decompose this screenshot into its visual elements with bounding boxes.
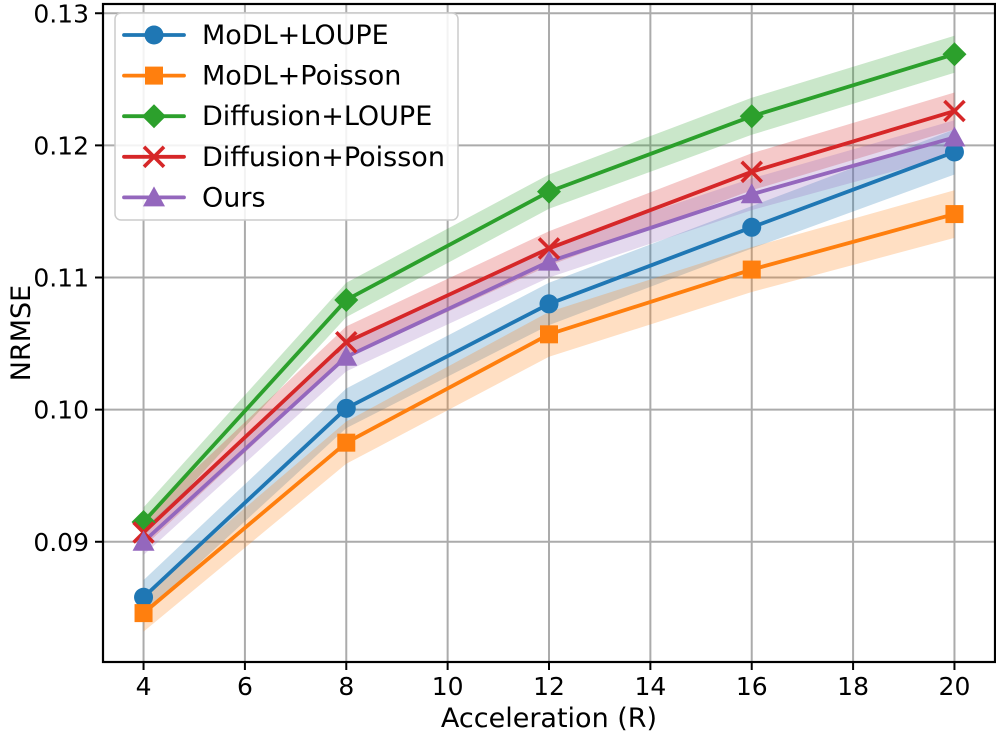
confidence-band xyxy=(143,35,955,537)
x-tick-label: 4 xyxy=(136,672,152,701)
x-tick-label: 10 xyxy=(432,672,464,701)
legend-label: MoDL+Poisson xyxy=(202,61,401,92)
y-axis: 0.09 0.10 0.11 0.12 0.13 xyxy=(33,0,103,557)
circle-marker-icon xyxy=(144,25,164,45)
square-marker-icon xyxy=(540,325,558,344)
x-marker-icon xyxy=(537,237,561,260)
diamond-marker-icon xyxy=(334,287,359,312)
x-tick-label: 12 xyxy=(533,672,565,701)
confidence-band xyxy=(143,92,955,548)
diamond-marker-icon xyxy=(739,104,764,129)
circle-marker-icon xyxy=(336,398,356,418)
x-tick-label: 18 xyxy=(837,672,869,701)
legend-entry: MoDL+Poisson xyxy=(122,61,401,92)
triangle-marker-icon xyxy=(335,345,358,366)
x-stroke xyxy=(334,330,358,354)
circle-marker-icon xyxy=(944,142,964,162)
triangle-marker-icon xyxy=(943,126,966,147)
x-axis-label: Acceleration (R) xyxy=(441,703,657,734)
legend-box xyxy=(114,12,459,221)
x-tick-label: 14 xyxy=(634,672,666,701)
legend: MoDL+LOUPE MoDL+Poisson Diffusion+LOUPE Dif… xyxy=(114,12,459,221)
legend-entry: Ours xyxy=(122,182,266,213)
y-tick-label: 0.10 xyxy=(33,396,89,425)
square-marker-icon xyxy=(945,205,964,224)
y-tick-label: 0.12 xyxy=(33,131,89,160)
square-marker-icon xyxy=(337,433,356,452)
legend-entry: MoDL+LOUPE xyxy=(122,20,389,51)
x-axis: 4 6 8 10 12 14 16 18 20 xyxy=(136,662,971,701)
x-tick-label: 8 xyxy=(338,672,354,701)
x-tick-label: 20 xyxy=(939,672,971,701)
y-tick-label: 0.09 xyxy=(33,528,89,557)
x-tick-label: 6 xyxy=(237,672,253,701)
y-axis-label: NRMSE xyxy=(6,285,37,381)
x-tick-label: 16 xyxy=(736,672,768,701)
circle-marker-icon xyxy=(742,217,762,237)
x-marker-icon xyxy=(142,145,166,169)
confidence-band xyxy=(143,129,955,615)
legend-label: Diffusion+LOUPE xyxy=(202,101,432,132)
square-marker-icon xyxy=(134,604,153,623)
circle-marker-icon xyxy=(539,294,559,314)
legend-label: Diffusion+Poisson xyxy=(202,142,445,173)
square-marker-icon xyxy=(145,66,163,85)
x-stroke xyxy=(740,160,764,184)
x-stroke xyxy=(142,145,166,169)
x-marker-icon xyxy=(943,99,966,123)
triangle-marker-icon xyxy=(132,530,155,551)
x-marker-icon xyxy=(740,160,764,184)
series-markers-layer xyxy=(131,42,967,623)
triangle-marker-icon xyxy=(740,183,763,204)
x-stroke xyxy=(943,99,966,123)
x-marker-icon xyxy=(334,330,358,354)
diamond-marker-icon xyxy=(537,179,561,204)
y-tick-label: 0.11 xyxy=(33,264,89,293)
triangle-marker-icon xyxy=(538,250,560,271)
triangle-marker-icon xyxy=(143,186,165,207)
square-marker-icon xyxy=(742,260,761,279)
circle-marker-icon xyxy=(134,587,154,607)
legend-label: Ours xyxy=(202,182,266,213)
legend-entry: Diffusion+Poisson xyxy=(122,142,445,173)
diamond-marker-icon xyxy=(942,42,967,67)
confidence-band xyxy=(143,120,955,555)
diamond-marker-icon xyxy=(142,104,166,129)
legend-label: MoDL+LOUPE xyxy=(202,20,389,51)
y-tick-label: 0.13 xyxy=(33,0,89,28)
legend-entry: Diffusion+LOUPE xyxy=(122,101,432,132)
x-stroke xyxy=(537,237,561,260)
